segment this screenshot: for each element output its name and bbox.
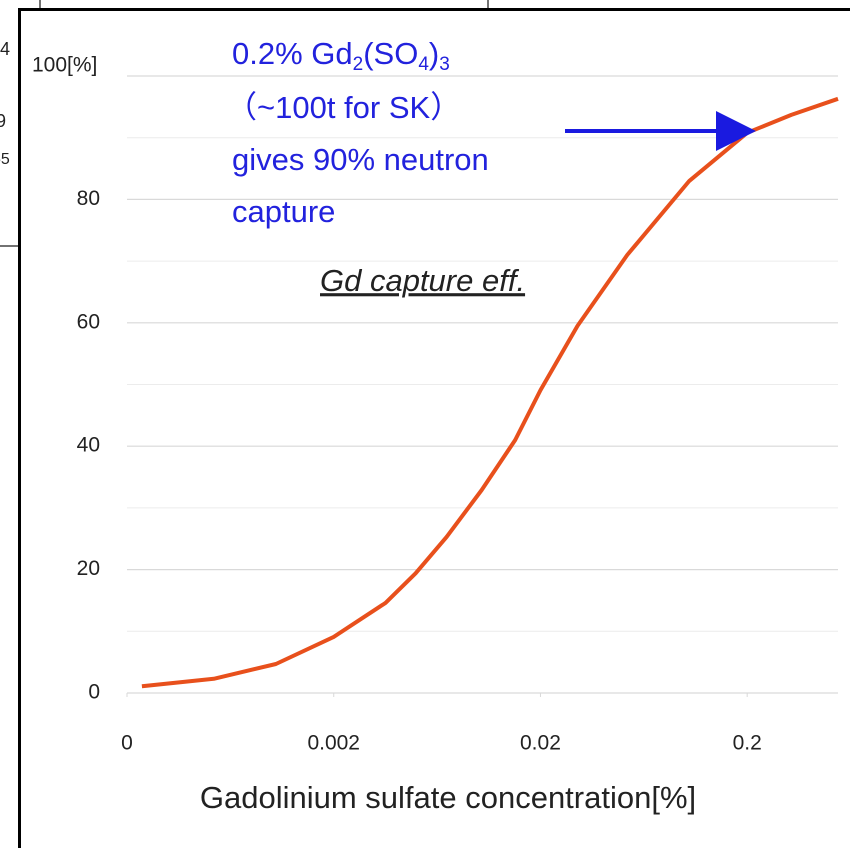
series-line [141, 96, 839, 689]
subscript: 2 [353, 54, 364, 75]
x-axis-label: Gadolinium sulfate concentration[%] [200, 780, 696, 815]
formula-text: (SO [363, 36, 418, 71]
y-tick-label: 60 [77, 310, 100, 333]
background-fragment: 55 [0, 151, 10, 168]
y-tick-label: 0 [88, 681, 100, 704]
formula-text: ) [429, 36, 439, 71]
formula-text: 0.2% Gd [232, 36, 353, 71]
series-label: Gd capture eff. [320, 263, 525, 298]
marks [141, 96, 839, 689]
x-tick-label: 0 [121, 732, 133, 755]
subscript: 4 [418, 54, 429, 75]
y-tick-label: 20 [77, 557, 100, 580]
annotation-line: （~100t for SK） [226, 90, 461, 125]
annotation-line: capture [232, 194, 335, 229]
frame [18, 8, 850, 848]
x-tick-label: 0.02 [520, 732, 561, 755]
annotation-line: gives 90% neutron [232, 142, 489, 177]
y-tick-label: 80 [77, 187, 100, 210]
annotation-formula: 0.2% Gd2(SO4)3 [232, 36, 450, 75]
x-tick-label: 0.002 [307, 732, 360, 755]
x-tick-label: 0.2 [733, 732, 762, 755]
y-tick-label: 100[%] [32, 54, 97, 77]
y-tick-label: 40 [77, 434, 100, 457]
grid: 0 20 40 60 80 100[%] 0 0.002 0.02 0.2 [32, 54, 838, 755]
background-fragment: 4 [0, 39, 10, 59]
background-fragment: 9 [0, 111, 6, 131]
subscript: 3 [439, 54, 450, 75]
